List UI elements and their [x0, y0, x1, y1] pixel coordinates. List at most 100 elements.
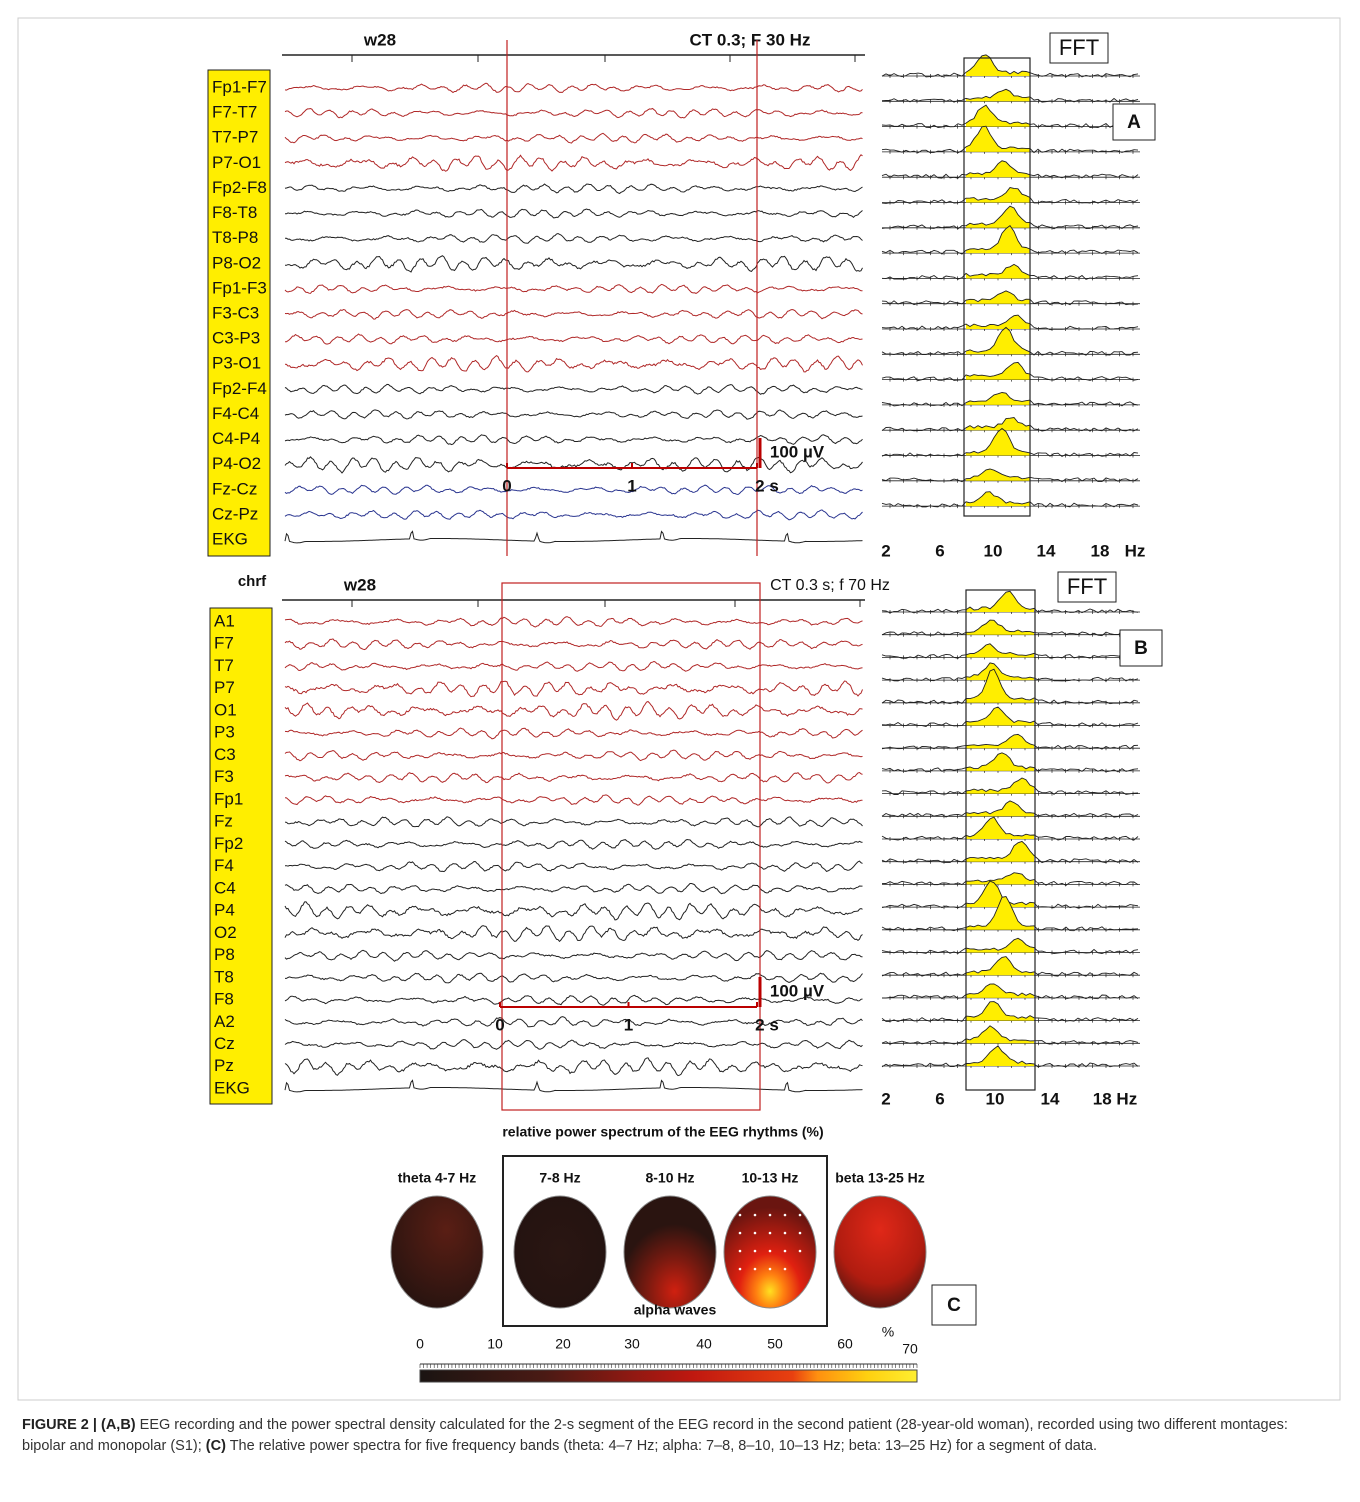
eeg-trace — [285, 661, 863, 671]
channel-label: T8 — [214, 967, 234, 986]
electrode — [754, 1232, 757, 1235]
time-label: 1 — [624, 1015, 633, 1034]
fft-peak — [966, 707, 1034, 726]
map-label: 8-10 Hz — [645, 1170, 694, 1186]
eeg-trace — [285, 356, 863, 372]
channel-label: F3 — [214, 767, 234, 786]
electrode — [769, 1232, 772, 1235]
channel-label: A2 — [214, 1012, 235, 1031]
settings-label: CT 0.3 s; f 70 Hz — [770, 577, 890, 594]
map-label: beta 13-25 Hz — [835, 1170, 924, 1186]
channel-label: O1 — [214, 700, 237, 719]
channel-label: Fz — [214, 812, 233, 831]
time-label: 1 — [627, 476, 636, 495]
time-label: 0 — [502, 476, 511, 495]
time-label: 2 s — [755, 1015, 779, 1034]
eeg-trace — [285, 950, 863, 961]
colorbar-label: 50 — [767, 1336, 783, 1352]
channel-label: P8-O2 — [212, 253, 261, 272]
eeg-trace — [285, 817, 863, 827]
fft-peak — [966, 817, 1034, 839]
channel-label: Fp2-F4 — [212, 379, 267, 398]
eeg-trace — [285, 284, 863, 293]
caption: FIGURE 2 | (A,B) EEG recording and the p… — [22, 1415, 1332, 1457]
eeg-trace — [285, 510, 863, 520]
electrode — [799, 1232, 802, 1235]
fft-peak — [966, 188, 1030, 203]
caption-label: (C) — [206, 1438, 226, 1454]
channel-label: F8-T8 — [212, 203, 257, 222]
corner-label: chrf — [238, 573, 267, 590]
colorbar-label: 30 — [624, 1336, 640, 1352]
fft-peak — [966, 984, 1034, 998]
freq-label: 6 — [935, 541, 944, 560]
fft-peak — [966, 469, 1030, 481]
amplitude-label: 100 µV — [770, 981, 825, 1000]
eeg-trace — [285, 410, 863, 419]
channel-label: Fp1-F3 — [212, 278, 267, 297]
freq-label: Hz — [1125, 541, 1146, 560]
channel-label: A1 — [214, 611, 235, 630]
fft-label: FFT — [1067, 574, 1107, 599]
time-label: 2 s — [755, 476, 779, 495]
freq-label: 18 Hz — [1093, 1089, 1137, 1108]
channel-label: Fz-Cz — [212, 479, 257, 498]
electrode — [739, 1250, 742, 1253]
eeg-trace — [285, 209, 863, 218]
fft-spectrum — [882, 105, 1138, 127]
channel-label: Fp2-F8 — [212, 178, 267, 197]
group-label: alpha waves — [634, 1302, 717, 1318]
map-label: theta 4-7 Hz — [398, 1170, 477, 1186]
channel-label: Cz — [214, 1034, 235, 1053]
topomap — [624, 1196, 716, 1308]
channel-label: Fp1 — [214, 789, 243, 808]
eeg-trace — [285, 926, 863, 942]
channel-label: F8 — [214, 990, 234, 1009]
panel-label: C — [947, 1295, 961, 1316]
channel-label: Pz — [214, 1056, 234, 1075]
eeg-trace — [285, 773, 863, 784]
fft-peak — [966, 938, 1034, 952]
fft-peak — [966, 264, 1030, 278]
freq-label: 6 — [935, 1089, 944, 1108]
panel-label: B — [1134, 638, 1148, 659]
fft-peak — [966, 327, 1030, 354]
channel-label: F3-C3 — [212, 303, 259, 322]
amplitude-label: 100 µV — [770, 442, 825, 461]
channel-label: T8-P8 — [212, 228, 258, 247]
channel-label: C3-P3 — [212, 329, 260, 348]
channel-label: P3 — [214, 723, 235, 742]
topomap — [514, 1196, 606, 1308]
channel-label: P4 — [214, 901, 235, 920]
electrode — [769, 1214, 772, 1217]
eeg-trace — [285, 728, 863, 739]
freq-label: 2 — [881, 541, 890, 560]
electrode — [739, 1232, 742, 1235]
eeg-trace — [285, 617, 863, 627]
colorbar-label: 20 — [555, 1336, 571, 1352]
window-label: w28 — [363, 30, 396, 49]
channel-label: F7-T7 — [212, 103, 257, 122]
eeg-trace — [285, 795, 863, 805]
eeg-trace — [285, 750, 863, 761]
electrode — [784, 1232, 787, 1235]
map-label: 7-8 Hz — [539, 1170, 580, 1186]
electrode — [784, 1250, 787, 1253]
channel-label: Fp1-F7 — [212, 77, 267, 96]
electrode — [754, 1214, 757, 1217]
electrode — [739, 1268, 742, 1271]
window-label: w28 — [343, 575, 376, 594]
fft-peak — [966, 620, 1034, 635]
channel-label: EKG — [212, 529, 248, 548]
colorbar-label: 70 — [902, 1341, 918, 1357]
fft-peak — [966, 734, 1034, 748]
page: { "panel_a": { "window": "w28", "setting… — [0, 0, 1360, 1502]
freq-label: 14 — [1037, 541, 1056, 560]
electrode — [769, 1250, 772, 1253]
eeg-trace — [285, 133, 863, 143]
channel-label: C4-P4 — [212, 429, 260, 448]
eeg-trace — [285, 234, 863, 244]
eeg-trace — [285, 1058, 863, 1076]
eeg-trace — [285, 681, 863, 697]
eeg-trace — [285, 840, 863, 850]
